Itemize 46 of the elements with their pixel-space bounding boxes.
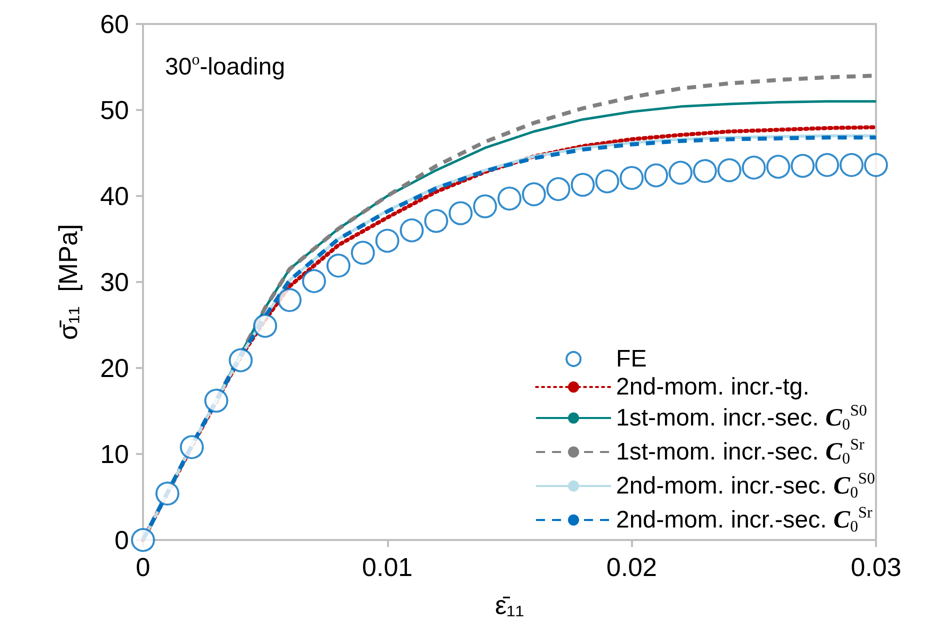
legend-label: 2nd-mom. incr.-tg.: [616, 374, 810, 400]
point: [790, 154, 815, 178]
y-tick-label: 30: [100, 267, 129, 297]
y-tick-label: 40: [100, 181, 129, 211]
point: [131, 528, 155, 552]
point: [668, 160, 693, 185]
point: [570, 172, 595, 197]
point: [326, 254, 350, 278]
x-tick-label: 0.02: [606, 552, 657, 582]
point: [278, 288, 302, 312]
point: [546, 177, 570, 202]
point: [815, 153, 840, 178]
point: [692, 159, 717, 184]
x-tick-label: 0: [136, 552, 150, 582]
point: [864, 153, 888, 178]
point: [180, 435, 204, 460]
point: [742, 156, 766, 180]
point: [253, 314, 278, 338]
point: [473, 194, 498, 218]
point: [766, 154, 790, 179]
point: [350, 240, 375, 265]
legend-label: FE: [616, 346, 647, 372]
point: [448, 201, 473, 226]
point: [522, 182, 546, 206]
x-tick-label: 0.03: [850, 552, 902, 582]
point: [424, 208, 448, 233]
point: [498, 186, 522, 211]
x-axis-title: ε̄₁₁: [494, 590, 524, 620]
point: [620, 166, 644, 190]
point: [840, 153, 864, 178]
point: [400, 218, 424, 242]
point: [644, 163, 668, 188]
point: [717, 158, 742, 182]
point: [228, 348, 253, 372]
x-tick-label: 0.01: [362, 552, 413, 582]
y-tick-label: 20: [100, 353, 129, 383]
y-tick-label: 60: [100, 9, 129, 39]
y-tick-label: 10: [100, 439, 129, 469]
point: [375, 228, 400, 253]
point: [155, 482, 180, 506]
point: [302, 269, 326, 294]
y-tick-label: 50: [100, 95, 129, 125]
point: [204, 388, 228, 413]
point: [595, 169, 620, 194]
y-axis-title: σ̄₁₁ [MPa]: [53, 224, 83, 340]
y-tick-label: 0: [114, 525, 129, 555]
